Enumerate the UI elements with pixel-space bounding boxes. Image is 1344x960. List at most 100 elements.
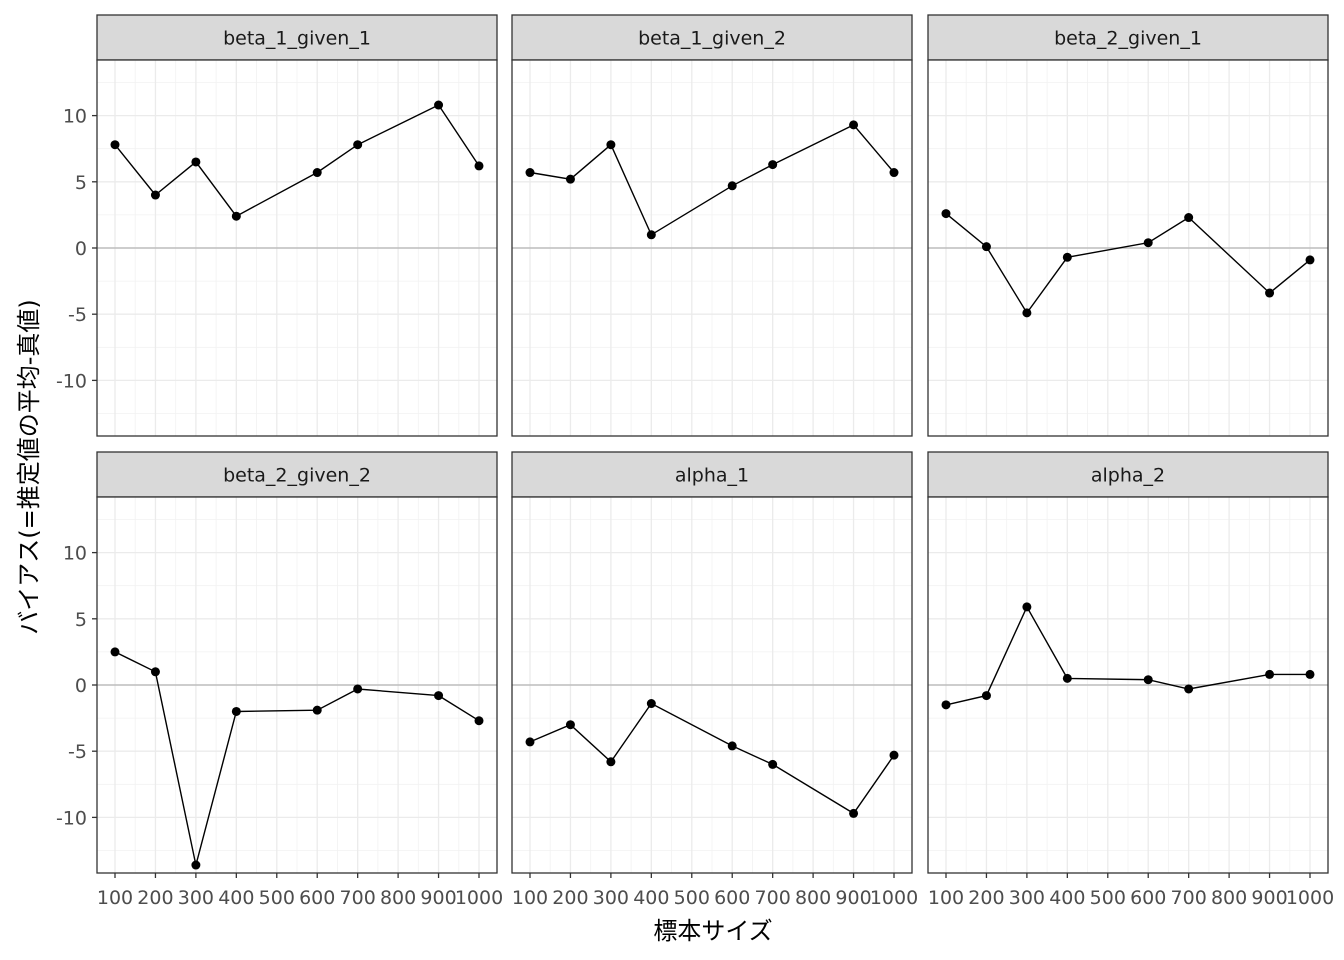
- y-tick-label: 5: [75, 609, 87, 631]
- data-point: [1062, 252, 1072, 262]
- data-point: [1265, 288, 1275, 298]
- data-point: [231, 211, 241, 221]
- panel-border: [511, 59, 913, 437]
- panel-strip-label: beta_2_given_2: [223, 465, 371, 487]
- panel-strip-label: alpha_1: [675, 465, 749, 487]
- x-tick-label: 700: [340, 887, 376, 909]
- data-point: [646, 699, 656, 709]
- x-tick-label: 100: [928, 887, 964, 909]
- data-point: [646, 230, 656, 240]
- y-axis: -10 -5 0 5 10 -10 -5 0 5 10: [56, 106, 97, 829]
- series-line: [114, 104, 480, 218]
- data-point: [889, 750, 899, 760]
- data-point: [1184, 684, 1194, 694]
- y-axis-title: バイアス(=推定値の平均-真値): [15, 299, 43, 635]
- x-tick-label: 200: [137, 887, 173, 909]
- x-tick-label: 900: [420, 887, 456, 909]
- x-tick-label: 500: [259, 887, 295, 909]
- panel-border: [511, 496, 913, 874]
- data-point: [1265, 669, 1275, 679]
- data-point: [1022, 308, 1032, 318]
- x-tick-label: 400: [633, 887, 669, 909]
- y-tick-label: 0: [75, 675, 87, 697]
- data-point: [353, 140, 363, 150]
- x-tick-label: 200: [552, 887, 588, 909]
- data-point: [565, 174, 575, 184]
- data-point: [941, 700, 951, 710]
- x-tick-label: 100: [512, 887, 548, 909]
- x-tick-label: 600: [714, 887, 750, 909]
- data-point: [849, 808, 859, 818]
- data-point: [1305, 255, 1315, 265]
- y-tick-label: 10: [63, 543, 87, 565]
- x-tick-label: 300: [178, 887, 214, 909]
- x-axis-title: 標本サイズ: [653, 917, 772, 945]
- data-point: [1022, 602, 1032, 612]
- x-tick-label: 700: [755, 887, 791, 909]
- data-point: [849, 120, 859, 130]
- y-tick-label: -5: [68, 304, 87, 326]
- data-point: [191, 157, 201, 167]
- data-point: [434, 100, 444, 110]
- data-point: [474, 716, 484, 726]
- data-point: [768, 160, 778, 170]
- y-tick-label: 0: [75, 238, 87, 260]
- panel-beta-2-given-1: beta_2_given_1: [927, 14, 1329, 437]
- data-point: [110, 140, 120, 150]
- x-tick-label: 900: [835, 887, 871, 909]
- data-point: [474, 161, 484, 171]
- y-tick-label: -10: [56, 370, 87, 392]
- x-tick-label: 300: [1009, 887, 1045, 909]
- data-point: [606, 757, 616, 767]
- series-line: [945, 605, 1310, 706]
- x-tick-label: 500: [674, 887, 710, 909]
- data-point: [1143, 238, 1153, 248]
- data-point: [231, 706, 241, 716]
- x-tick-label: 800: [795, 887, 831, 909]
- data-point: [525, 168, 535, 178]
- panel-beta-2-given-2: beta_2_given_2: [96, 451, 498, 874]
- x-tick-label: 1000: [455, 887, 503, 909]
- x-tick-label: 1000: [870, 887, 918, 909]
- series-line: [529, 124, 895, 236]
- data-point: [606, 140, 616, 150]
- panel-border: [927, 496, 1329, 874]
- data-point: [1062, 673, 1072, 683]
- panel-strip: [96, 451, 498, 498]
- panel-strip: [511, 451, 913, 498]
- x-tick-label: 800: [1211, 887, 1247, 909]
- data-point: [981, 242, 991, 252]
- y-tick-label: 10: [63, 106, 87, 128]
- data-point: [525, 737, 535, 747]
- panel-alpha-1: alpha_1: [511, 451, 913, 874]
- data-point: [434, 691, 444, 701]
- data-point: [565, 720, 575, 730]
- x-tick-label: 600: [1130, 887, 1166, 909]
- x-tick-label: 400: [1049, 887, 1085, 909]
- data-point: [312, 705, 322, 715]
- data-point: [312, 168, 322, 178]
- x-tick-label: 300: [593, 887, 629, 909]
- y-tick-label: 5: [75, 172, 87, 194]
- x-tick-label: 900: [1251, 887, 1287, 909]
- panel-beta-1-given-2: beta_1_given_2: [511, 14, 913, 437]
- data-point: [1143, 675, 1153, 685]
- x-tick-label: 800: [380, 887, 416, 909]
- panel-strip: [927, 14, 1329, 61]
- data-point: [1305, 669, 1315, 679]
- series-line: [529, 702, 895, 815]
- y-tick-label: -5: [68, 741, 87, 763]
- data-point: [889, 168, 899, 178]
- x-tick-label: 500: [1090, 887, 1126, 909]
- data-point: [1184, 213, 1194, 223]
- data-point: [981, 691, 991, 701]
- panels-layer: beta_1_given_1 beta_1_given_2 beta_2_given…: [96, 14, 1329, 874]
- panel-strip-label: beta_1_given_2: [638, 28, 786, 50]
- data-point: [150, 190, 160, 200]
- x-tick-label: 600: [299, 887, 335, 909]
- series-line: [945, 213, 1311, 315]
- panel-strip-label: beta_2_given_1: [1054, 28, 1202, 50]
- data-point: [941, 209, 951, 219]
